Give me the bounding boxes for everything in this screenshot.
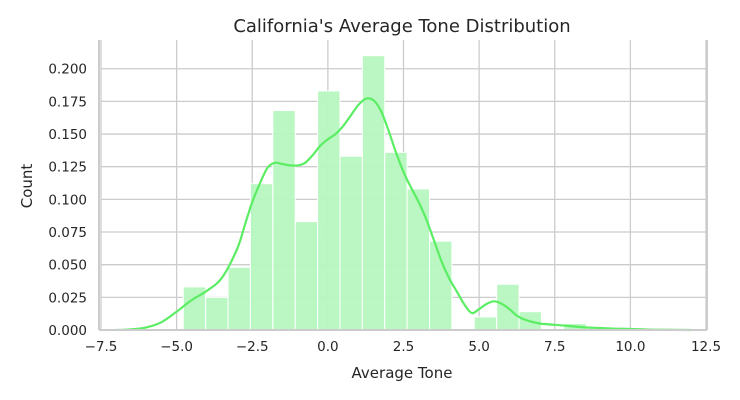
histogram-bar xyxy=(339,155,363,331)
y-axis-label: Count xyxy=(18,164,36,209)
x-tick-label: −7.5 xyxy=(85,339,118,355)
y-tick-labels: 0.000 0.025 0.050 0.075 0.100 0.125 0.150 0.175… xyxy=(48,62,87,339)
histogram-bar xyxy=(227,266,251,331)
x-tick-label: 10.0 xyxy=(615,339,645,355)
y-tick-label: 0.150 xyxy=(48,127,87,143)
y-tick-label: 0.200 xyxy=(48,62,87,78)
y-tick-label: 0.000 xyxy=(48,323,87,339)
histogram-bar xyxy=(249,183,274,331)
y-tick-label: 0.100 xyxy=(48,192,87,208)
x-tick-label: 2.5 xyxy=(393,339,414,355)
histogram-bar xyxy=(272,110,296,331)
x-tick-label: 7.5 xyxy=(544,339,565,355)
x-tick-label: 5.0 xyxy=(468,339,489,355)
histogram-bar xyxy=(473,316,498,331)
x-tick-labels: −7.5 −5.0 −2.5 0.0 2.5 5.0 7.5 10.0 12.5 xyxy=(85,339,721,355)
histogram-bar xyxy=(406,188,431,331)
histogram-bar xyxy=(361,55,386,331)
histogram-bar xyxy=(429,240,453,331)
axes-frame xyxy=(98,40,708,331)
chart-title: California's Average Tone Distribution xyxy=(233,16,570,37)
x-tick-label: −5.0 xyxy=(160,339,193,355)
x-tick-label: −2.5 xyxy=(236,339,269,355)
histogram-bar xyxy=(294,221,319,331)
y-tick-label: 0.175 xyxy=(48,94,87,110)
histogram-bars xyxy=(182,55,587,331)
histogram-bar xyxy=(317,90,341,331)
x-tick-label: 12.5 xyxy=(691,339,721,355)
histogram-bar xyxy=(384,151,408,331)
kde-curve xyxy=(116,97,691,332)
x-tick-label: 0.0 xyxy=(317,339,338,355)
histogram-bar xyxy=(205,296,229,331)
y-tick-label: 0.125 xyxy=(48,160,87,176)
y-tick-label: 0.075 xyxy=(48,225,87,241)
y-tick-label: 0.025 xyxy=(48,290,87,306)
x-axis-label: Average Tone xyxy=(352,364,453,382)
y-tick-label: 0.050 xyxy=(48,258,87,274)
